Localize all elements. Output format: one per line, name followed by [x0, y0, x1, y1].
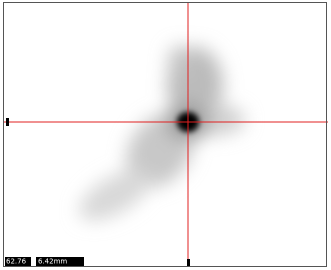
readout-left: 62.76 [6, 258, 27, 266]
beam-view: 62.76 6.42mm [0, 0, 331, 270]
readout-right: 6.42mm [38, 258, 67, 266]
left-marker [6, 118, 9, 126]
bottom-marker [187, 259, 190, 266]
page: 62.76 6.42mm (() => { const data = JSON.… [0, 0, 331, 270]
